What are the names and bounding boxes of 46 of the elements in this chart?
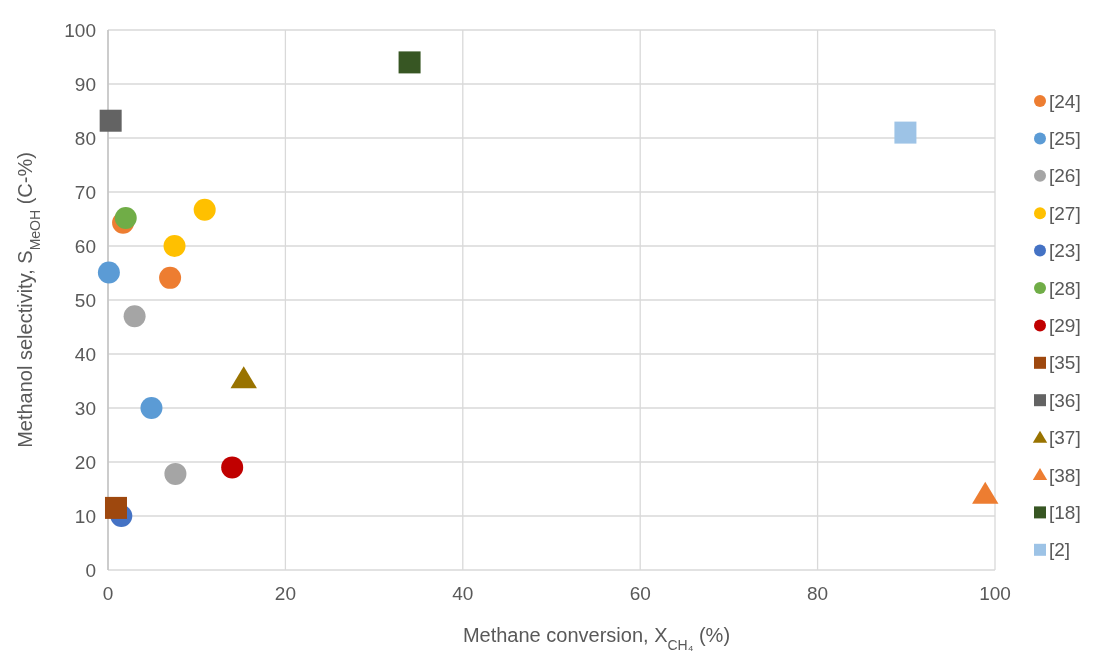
y-tick-label: 90 — [74, 73, 96, 95]
x-axis-title: Methane conversion, X$_{CH₄}$ (%) — [462, 624, 731, 652]
y-tick-label: 0 — [85, 559, 96, 581]
x-tick-label: 20 — [274, 583, 296, 604]
y-tick-label: 70 — [74, 181, 96, 203]
point — [123, 305, 146, 328]
point — [398, 51, 421, 74]
y-tick-label: 80 — [74, 127, 96, 149]
point — [894, 121, 917, 144]
y-tick-label: 10 — [74, 505, 96, 527]
point — [140, 397, 163, 419]
point — [163, 235, 186, 257]
x-tick-label: 80 — [807, 583, 829, 604]
point — [99, 109, 122, 132]
x-tick-label: 100 — [979, 583, 1011, 604]
legend-label: [24] — [1049, 90, 1081, 112]
y-tick-label: 60 — [74, 235, 96, 257]
point — [104, 496, 127, 519]
point — [193, 198, 216, 221]
point — [230, 366, 257, 389]
point — [159, 266, 182, 289]
legend-label: [26] — [1049, 165, 1081, 187]
point — [114, 206, 137, 229]
legend-label: [29] — [1049, 315, 1081, 337]
point — [972, 481, 999, 504]
legend-label: [2] — [1049, 539, 1071, 561]
x-tick-label: 40 — [452, 583, 474, 604]
y-tick-label: 100 — [64, 19, 96, 41]
x-tick-label: 0 — [102, 583, 114, 604]
point — [97, 261, 120, 284]
y-tick-label: 20 — [74, 451, 96, 473]
legend-label: [37] — [1049, 427, 1081, 449]
legend-label: [27] — [1049, 202, 1081, 224]
y-tick-label: 50 — [74, 289, 96, 311]
legend-label: [23] — [1049, 240, 1081, 262]
legend-label: [38] — [1049, 464, 1081, 486]
legend-label: [18] — [1049, 502, 1081, 524]
legend-label: [35] — [1049, 352, 1081, 374]
x-tick-label: 60 — [629, 583, 651, 604]
legend-label: [36] — [1049, 389, 1081, 411]
y-tick-label: 40 — [74, 343, 96, 365]
legend-label: [28] — [1049, 277, 1081, 299]
legend-label: [25] — [1049, 128, 1081, 150]
y-tick-label: 30 — [74, 397, 96, 419]
point — [221, 456, 244, 479]
point — [164, 462, 187, 485]
